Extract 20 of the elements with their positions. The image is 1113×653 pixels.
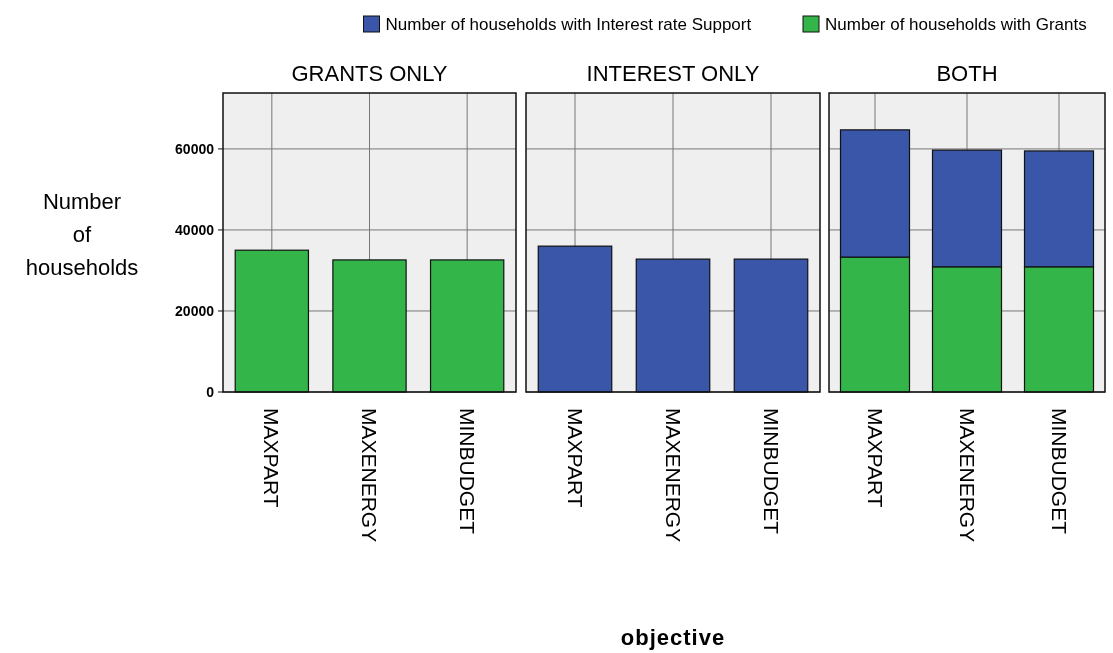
- chart-title: GRANTS ONLY: [291, 61, 448, 86]
- chart-title: BOTH: [936, 61, 998, 86]
- x-tick-label: MAXENERGY: [358, 408, 382, 543]
- chart-title: INTEREST ONLY: [586, 61, 760, 86]
- legend-label: Number of households with Grants: [825, 15, 1087, 34]
- x-tick-label: MAXPART: [563, 408, 587, 508]
- x-axis-title: objective: [620, 625, 726, 650]
- x-tick-label: MAXENERGY: [955, 408, 979, 543]
- y-tick-label: 60000: [175, 140, 215, 157]
- y-axis-title: Number of households: [25, 188, 139, 280]
- y-tick-label: 20000: [175, 302, 215, 319]
- x-tick-label: MAXPART: [260, 408, 284, 508]
- x-tick-label: MAXPART: [863, 408, 887, 508]
- legend-label: Number of households with Interest rate Support: [385, 15, 752, 34]
- x-tick-label: MINBUDGET: [455, 408, 479, 535]
- x-tick-label: MAXENERGY: [661, 408, 685, 543]
- x-tick-label: MINBUDGET: [759, 408, 783, 535]
- y-tick-label: 0: [206, 383, 215, 400]
- x-tick-label: MINBUDGET: [1047, 408, 1071, 535]
- y-tick-label: 40000: [175, 221, 215, 238]
